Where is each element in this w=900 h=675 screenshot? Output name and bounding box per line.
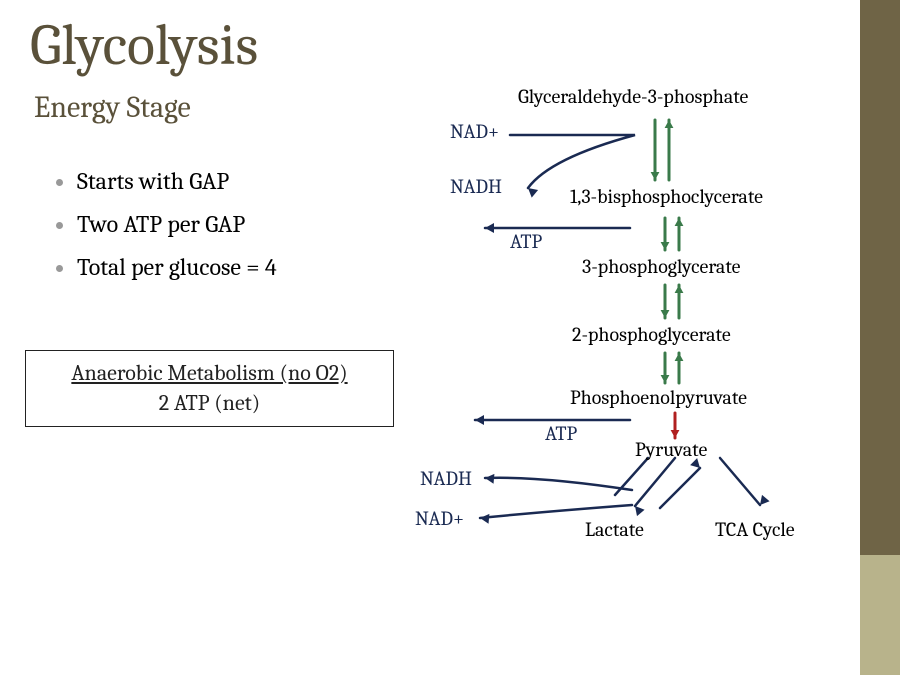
slide-title: Glycolysis — [30, 12, 258, 79]
molecule-pyr: Pyruvate — [635, 438, 707, 461]
bullet-item: Total per glucose = 4 — [77, 246, 277, 289]
cofactor-nadh2: NADH — [420, 467, 472, 490]
molecule-gap: Glyceraldehyde-3-phosphate — [518, 85, 748, 108]
cofactor-atp1: ATP — [510, 230, 542, 253]
slide-subtitle: Energy Stage — [34, 90, 191, 125]
anaerobic-box: Anaerobic Metabolism (no O2) 2 ATP (net) — [25, 350, 394, 427]
bullet-item: Two ATP per GAP — [77, 203, 277, 246]
sidebar-band-tan — [860, 555, 900, 675]
bullet-list: Starts with GAP Two ATP per GAP Total pe… — [55, 160, 277, 290]
cofactor-nadp2: NAD+ — [415, 507, 464, 530]
molecule-pep: Phosphoenolpyruvate — [570, 386, 747, 409]
cofactor-atp2: ATP — [545, 422, 577, 445]
molecule-pg2: 2-phosphoglycerate — [572, 323, 731, 346]
box-line-2: 2 ATP (net) — [32, 389, 387, 419]
molecule-lac: Lactate — [585, 518, 644, 541]
cofactor-nadh1: NADH — [450, 175, 502, 198]
bullet-item: Starts with GAP — [77, 160, 277, 203]
slide: Glycolysis Energy Stage Starts with GAP … — [0, 0, 900, 675]
cofactor-nadp1: NAD+ — [450, 120, 499, 143]
molecule-pg3: 3-phosphoglycerate — [582, 255, 740, 278]
sidebar-band-dark — [860, 0, 900, 555]
pathway-diagram: Glyceraldehyde-3-phosphate 1,3-bisphospho… — [400, 80, 850, 560]
box-line-1: Anaerobic Metabolism (no O2) — [32, 359, 387, 389]
molecule-bpg: 1,3-bisphosphoclycerate — [570, 185, 763, 208]
molecule-tca: TCA Cycle — [715, 518, 795, 541]
